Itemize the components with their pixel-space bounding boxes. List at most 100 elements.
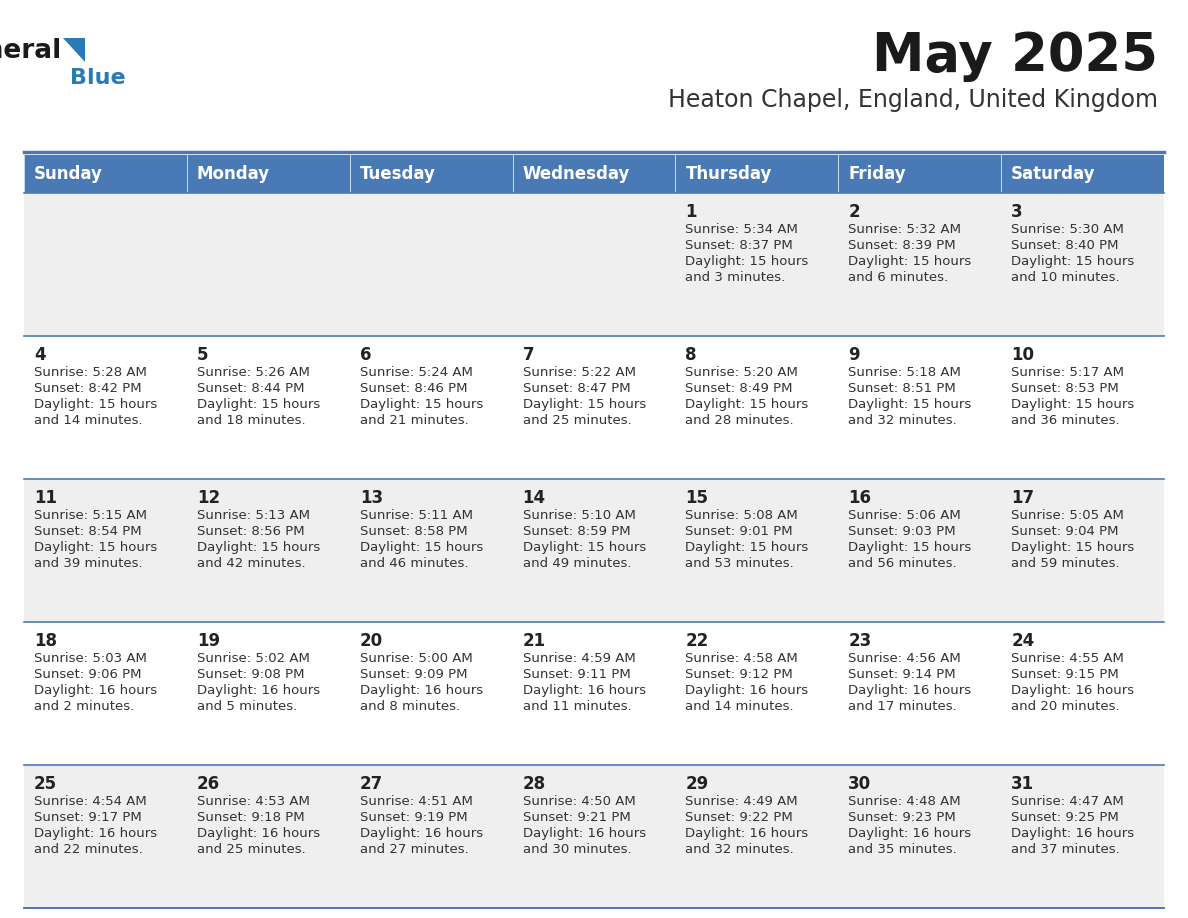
Text: Sunset: 8:37 PM: Sunset: 8:37 PM	[685, 239, 794, 252]
Text: 28: 28	[523, 775, 545, 793]
Bar	[676, 336, 839, 479]
Text: and 56 minutes.: and 56 minutes.	[848, 557, 956, 570]
Bar	[839, 193, 1001, 336]
Text: Daylight: 15 hours: Daylight: 15 hours	[197, 541, 320, 554]
Text: Sunrise: 5:15 AM: Sunrise: 5:15 AM	[34, 509, 147, 522]
Text: and 36 minutes.: and 36 minutes.	[1011, 414, 1120, 427]
Bar	[187, 622, 349, 765]
Text: Sunset: 8:54 PM: Sunset: 8:54 PM	[34, 525, 141, 538]
Text: Sunset: 8:51 PM: Sunset: 8:51 PM	[848, 382, 956, 395]
Bar	[349, 193, 512, 336]
Text: Sunrise: 5:17 AM: Sunrise: 5:17 AM	[1011, 366, 1124, 379]
Text: Friday: Friday	[848, 165, 906, 183]
Text: Sunrise: 5:28 AM: Sunrise: 5:28 AM	[34, 366, 147, 379]
Text: 19: 19	[197, 632, 220, 650]
Text: Sunset: 8:53 PM: Sunset: 8:53 PM	[1011, 382, 1119, 395]
Text: Sunset: 9:15 PM: Sunset: 9:15 PM	[1011, 668, 1119, 681]
Text: 26: 26	[197, 775, 220, 793]
Text: and 49 minutes.: and 49 minutes.	[523, 557, 631, 570]
Text: and 37 minutes.: and 37 minutes.	[1011, 843, 1120, 856]
Bar	[349, 765, 512, 908]
Bar	[839, 336, 1001, 479]
Text: Sunrise: 4:50 AM: Sunrise: 4:50 AM	[523, 795, 636, 808]
Text: and 35 minutes.: and 35 minutes.	[848, 843, 958, 856]
Text: Sunrise: 5:05 AM: Sunrise: 5:05 AM	[1011, 509, 1124, 522]
Text: Sunrise: 4:47 AM: Sunrise: 4:47 AM	[1011, 795, 1124, 808]
Text: 7: 7	[523, 346, 535, 364]
Text: 16: 16	[848, 489, 871, 507]
Text: Sunset: 9:08 PM: Sunset: 9:08 PM	[197, 668, 304, 681]
Text: and 6 minutes.: and 6 minutes.	[848, 271, 948, 284]
Text: and 25 minutes.: and 25 minutes.	[197, 843, 305, 856]
Text: Sunrise: 4:49 AM: Sunrise: 4:49 AM	[685, 795, 798, 808]
Text: and 46 minutes.: and 46 minutes.	[360, 557, 468, 570]
Text: Sunset: 8:44 PM: Sunset: 8:44 PM	[197, 382, 304, 395]
Text: Daylight: 16 hours: Daylight: 16 hours	[34, 827, 157, 840]
Text: and 18 minutes.: and 18 minutes.	[197, 414, 305, 427]
Bar	[1001, 155, 1164, 193]
Text: Sunrise: 5:20 AM: Sunrise: 5:20 AM	[685, 366, 798, 379]
Bar	[24, 479, 187, 622]
Text: 5: 5	[197, 346, 208, 364]
Bar	[676, 765, 839, 908]
Text: 18: 18	[34, 632, 57, 650]
Text: Sunset: 9:17 PM: Sunset: 9:17 PM	[34, 811, 141, 824]
Text: Daylight: 15 hours: Daylight: 15 hours	[848, 255, 972, 268]
Text: Sunset: 8:58 PM: Sunset: 8:58 PM	[360, 525, 467, 538]
Text: and 39 minutes.: and 39 minutes.	[34, 557, 143, 570]
Text: Sunset: 9:01 PM: Sunset: 9:01 PM	[685, 525, 794, 538]
Bar	[187, 765, 349, 908]
Bar	[349, 155, 512, 193]
Text: Sunrise: 4:55 AM: Sunrise: 4:55 AM	[1011, 652, 1124, 665]
Text: Daylight: 15 hours: Daylight: 15 hours	[197, 398, 320, 411]
Text: Sunset: 8:56 PM: Sunset: 8:56 PM	[197, 525, 304, 538]
Bar	[839, 765, 1001, 908]
Text: 17: 17	[1011, 489, 1035, 507]
Text: Daylight: 15 hours: Daylight: 15 hours	[685, 398, 809, 411]
Text: Daylight: 15 hours: Daylight: 15 hours	[523, 541, 646, 554]
Text: 1: 1	[685, 203, 697, 221]
Text: Sunrise: 5:34 AM: Sunrise: 5:34 AM	[685, 223, 798, 236]
Text: Daylight: 16 hours: Daylight: 16 hours	[197, 827, 320, 840]
Text: Daylight: 16 hours: Daylight: 16 hours	[685, 684, 809, 697]
Text: Sunrise: 4:48 AM: Sunrise: 4:48 AM	[848, 795, 961, 808]
Text: and 27 minutes.: and 27 minutes.	[360, 843, 468, 856]
Text: Daylight: 15 hours: Daylight: 15 hours	[685, 255, 809, 268]
Bar	[1001, 193, 1164, 336]
Text: 21: 21	[523, 632, 545, 650]
Text: Sunset: 8:46 PM: Sunset: 8:46 PM	[360, 382, 467, 395]
Text: Daylight: 15 hours: Daylight: 15 hours	[360, 398, 484, 411]
Bar	[512, 193, 676, 336]
Text: 25: 25	[34, 775, 57, 793]
Text: Sunset: 8:39 PM: Sunset: 8:39 PM	[848, 239, 956, 252]
Text: Daylight: 15 hours: Daylight: 15 hours	[1011, 398, 1135, 411]
Text: Sunset: 9:25 PM: Sunset: 9:25 PM	[1011, 811, 1119, 824]
Text: and 59 minutes.: and 59 minutes.	[1011, 557, 1120, 570]
Bar	[512, 155, 676, 193]
Text: 14: 14	[523, 489, 545, 507]
Text: Heaton Chapel, England, United Kingdom: Heaton Chapel, England, United Kingdom	[668, 88, 1158, 112]
Bar	[187, 193, 349, 336]
Text: Sunrise: 5:24 AM: Sunrise: 5:24 AM	[360, 366, 473, 379]
Text: 24: 24	[1011, 632, 1035, 650]
Text: and 17 minutes.: and 17 minutes.	[848, 700, 958, 713]
Text: Sunset: 9:23 PM: Sunset: 9:23 PM	[848, 811, 956, 824]
Text: Sunrise: 5:26 AM: Sunrise: 5:26 AM	[197, 366, 310, 379]
Bar	[839, 479, 1001, 622]
Text: Sunrise: 5:30 AM: Sunrise: 5:30 AM	[1011, 223, 1124, 236]
Text: Daylight: 15 hours: Daylight: 15 hours	[685, 541, 809, 554]
Text: Sunset: 8:59 PM: Sunset: 8:59 PM	[523, 525, 630, 538]
Text: Sunrise: 5:06 AM: Sunrise: 5:06 AM	[848, 509, 961, 522]
Text: and 3 minutes.: and 3 minutes.	[685, 271, 785, 284]
Text: Tuesday: Tuesday	[360, 165, 436, 183]
Bar	[349, 336, 512, 479]
Text: Sunset: 9:09 PM: Sunset: 9:09 PM	[360, 668, 467, 681]
Text: 3: 3	[1011, 203, 1023, 221]
Text: Sunset: 9:18 PM: Sunset: 9:18 PM	[197, 811, 304, 824]
Text: Sunset: 9:11 PM: Sunset: 9:11 PM	[523, 668, 631, 681]
Text: 12: 12	[197, 489, 220, 507]
Text: General: General	[0, 38, 62, 64]
Text: Sunrise: 4:51 AM: Sunrise: 4:51 AM	[360, 795, 473, 808]
Text: 6: 6	[360, 346, 371, 364]
Text: Sunrise: 5:11 AM: Sunrise: 5:11 AM	[360, 509, 473, 522]
